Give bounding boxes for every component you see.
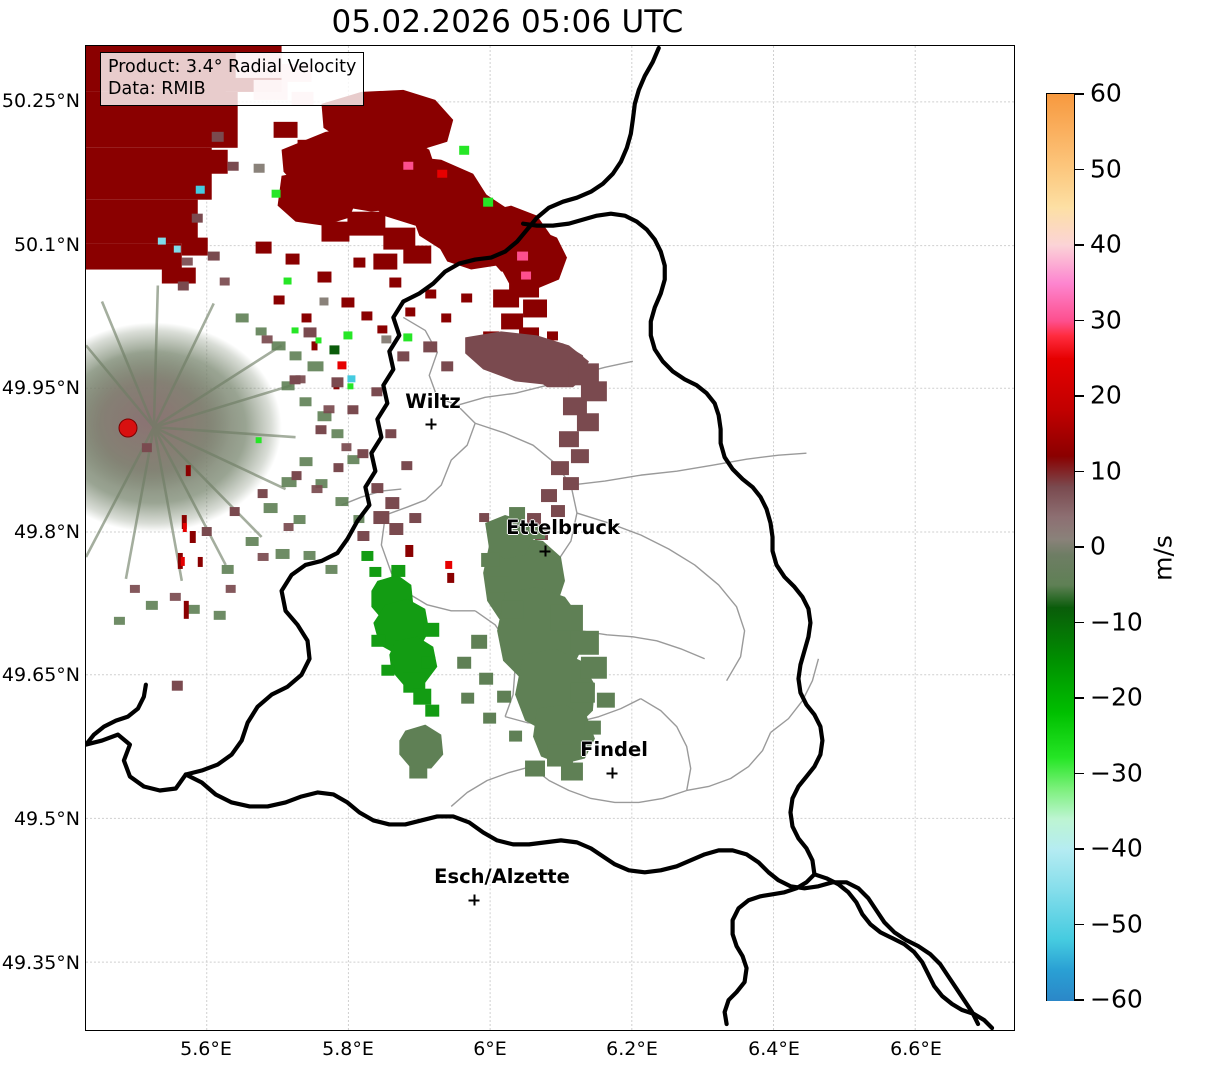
colorbar-band [1047, 486, 1074, 518]
velocity-colorbar[interactable] [1046, 93, 1075, 1001]
colorbar-band [1047, 358, 1074, 412]
colorbar-band [1047, 456, 1074, 488]
colorbar-tick-label: 10 [1090, 456, 1122, 485]
echo-north-outflow-dark-red [255, 89, 567, 356]
colorbar-band [1047, 320, 1074, 337]
data-source-line: Data: RMIB [108, 79, 206, 100]
colorbar-band [1047, 849, 1074, 895]
city-label-esch-alzette: Esch/Alzette [434, 865, 570, 888]
city-marker-esch-alzette [468, 894, 480, 906]
colorbar-tick [1075, 395, 1084, 397]
colorbar-tick [1075, 772, 1084, 775]
colorbar-band [1047, 660, 1074, 714]
ytick-label-5: 49.5°N [13, 808, 80, 830]
colorbar-tick-label: 0 [1090, 531, 1106, 561]
city-marker-wiltz [425, 418, 437, 430]
colorbar-tick-label: −50 [1090, 909, 1143, 938]
ytick-label-2: 49.95°N [1, 377, 80, 399]
xtick-label-4: 6.4°E [748, 1038, 800, 1060]
colorbar-band [1047, 539, 1074, 556]
colorbar-tick [1075, 168, 1084, 171]
colorbar-band [1047, 335, 1074, 359]
colorbar-band [1047, 411, 1074, 457]
ytick-label-3: 49.8°N [13, 521, 80, 543]
city-marker-ettelbruck [539, 545, 551, 557]
colorbar-tick-label: −60 [1090, 984, 1143, 1014]
colorbar-tick [1075, 848, 1084, 850]
colorbar-band [1047, 282, 1074, 322]
colorbar-band [1047, 245, 1074, 284]
colorbar-tick [1075, 319, 1084, 322]
colorbar-band [1047, 818, 1074, 850]
colorbar-band [1047, 169, 1074, 208]
city-marker-findel [606, 767, 618, 779]
xtick-label-0: 5.6°E [180, 1038, 232, 1060]
xtick-label-1: 5.8°E [322, 1038, 374, 1060]
colorbar-tick-label: −10 [1090, 607, 1143, 636]
colorbar-tick [1075, 546, 1084, 548]
product-info-box: Product: 3.4° Radial Velocity Data: RMIB [100, 52, 365, 106]
ytick-label-0: 50.25°N [1, 90, 80, 112]
colorbar-tick-label: −30 [1090, 758, 1143, 787]
colorbar-tick-label: 60 [1090, 78, 1122, 108]
echo-misc-accent [405, 513, 490, 583]
national-borders [86, 46, 995, 1030]
colorbar-band [1047, 516, 1074, 541]
colorbar-tick-label: 50 [1090, 154, 1122, 183]
city-label-ettelbruck: Ettelbruck [506, 516, 620, 539]
ytick-label-1: 50.1°N [13, 234, 80, 256]
colorbar-unit-label: m/s [1148, 535, 1178, 581]
colorbar-band [1047, 207, 1074, 246]
echo-radar-ground-clutter-rosette [86, 257, 365, 625]
xtick-label-2: 6°E [473, 1038, 507, 1060]
page-title: 05.02.2026 05:06 UTC [331, 4, 684, 40]
colorbar-tick [1075, 923, 1084, 926]
colorbar-band [1047, 758, 1074, 790]
city-label-wiltz: Wiltz [405, 390, 461, 413]
colorbar-band [1047, 131, 1074, 171]
echo-central-sage-cell [399, 507, 615, 781]
colorbar-band [1047, 554, 1074, 586]
colorbar-band [1047, 894, 1074, 941]
colorbar-tick-label: 20 [1090, 380, 1122, 410]
radar-map-plot[interactable]: Wiltz Ettelbruck Findel Esch/Alzette Pro… [85, 45, 1015, 1031]
ytick-label-4: 49.65°N [1, 664, 80, 686]
colorbar-band [1047, 969, 1074, 1001]
xtick-label-3: 6.2°E [606, 1038, 658, 1060]
colorbar-tick [1075, 93, 1084, 95]
ytick-label-6: 49.35°N [1, 952, 80, 974]
colorbar-tick [1075, 999, 1084, 1001]
colorbar-tick-label: −40 [1090, 833, 1143, 863]
colorbar-tick-label: 30 [1090, 305, 1122, 334]
colorbar-tick [1075, 697, 1084, 699]
colorbar-band [1047, 584, 1074, 608]
radar-site-marker[interactable] [118, 418, 138, 438]
colorbar-band [1047, 607, 1074, 661]
echo-west-bright-green-cell [361, 550, 440, 717]
colorbar-tick [1075, 621, 1084, 624]
colorbar-band [1047, 939, 1074, 971]
xtick-label-5: 6.6°E [890, 1038, 942, 1060]
colorbar-tick-label: −20 [1090, 682, 1143, 712]
product-line: Product: 3.4° Radial Velocity [108, 57, 357, 77]
colorbar-band [1047, 94, 1074, 133]
colorbar-band [1047, 713, 1074, 759]
colorbar-tick-label: 40 [1090, 229, 1122, 259]
city-label-findel: Findel [580, 738, 648, 761]
colorbar-tick [1075, 470, 1084, 473]
echo-east-mauve-band [141, 327, 607, 691]
colorbar-band [1047, 788, 1074, 820]
colorbar-tick [1075, 244, 1084, 246]
